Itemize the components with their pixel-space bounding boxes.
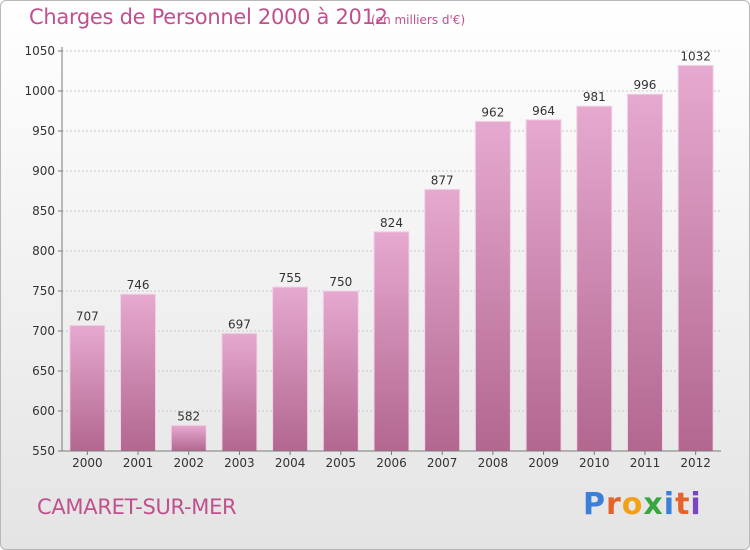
bar-2002 [170, 424, 207, 452]
logo-letter: o [621, 487, 644, 522]
y-tick-label: 1050 [24, 44, 55, 58]
x-tick-label-2001: 2001 [123, 456, 154, 470]
y-tick-label: 800 [32, 244, 55, 258]
bar-2011 [626, 93, 663, 452]
value-label-2009: 964 [532, 104, 555, 118]
x-tick-label-2002: 2002 [173, 456, 204, 470]
bar-2005 [322, 290, 359, 452]
x-tick-label-2012: 2012 [680, 456, 711, 470]
x-tick-label-2003: 2003 [224, 456, 255, 470]
labels: 550 600 650 700 750 800 850 900 950 1000 1050 707 20… [24, 44, 710, 470]
bar-2008 [474, 120, 511, 452]
bar-2003 [221, 332, 258, 452]
logo-letter: x [643, 487, 664, 522]
bar-2004 [272, 286, 309, 452]
logo-letter: r [606, 487, 622, 522]
chart-title: Charges de Personnel 2000 à 2012 [29, 5, 388, 29]
x-tick-label-2006: 2006 [376, 456, 407, 470]
value-label-2000: 707 [76, 309, 99, 323]
value-label-2007: 877 [431, 173, 454, 187]
x-tick-label-2004: 2004 [275, 456, 306, 470]
x-tick-label-2010: 2010 [579, 456, 610, 470]
chart-subtitle: (en milliers d'€) [371, 13, 466, 27]
y-tick-label: 600 [32, 404, 55, 418]
bar-2006 [373, 231, 410, 452]
y-tick-label: 750 [32, 284, 55, 298]
bar-2012 [677, 64, 714, 452]
x-tick-label-2007: 2007 [427, 456, 458, 470]
y-tick-label: 950 [32, 124, 55, 138]
y-tick-label: 1000 [24, 84, 55, 98]
x-tick-label-2000: 2000 [72, 456, 103, 470]
x-tick-label-2009: 2009 [528, 456, 559, 470]
bar-2010 [576, 105, 613, 452]
x-tick-label-2005: 2005 [326, 456, 357, 470]
y-tick-label: 700 [32, 324, 55, 338]
value-label-2001: 746 [127, 278, 150, 292]
value-label-2006: 824 [380, 216, 403, 230]
city-name: CAMARET-SUR-MER [37, 495, 237, 519]
axes [58, 47, 721, 455]
bar-2007 [424, 188, 461, 452]
logo-letter: i [663, 487, 676, 522]
value-label-2003: 697 [228, 317, 251, 331]
value-label-2012: 1032 [680, 49, 711, 63]
y-tick-label: 850 [32, 204, 55, 218]
bar-2000 [69, 324, 106, 452]
value-label-2011: 996 [634, 78, 657, 92]
y-tick-label: 900 [32, 164, 55, 178]
bars [69, 64, 714, 452]
value-label-2002: 582 [177, 409, 200, 423]
x-tick-label-2011: 2011 [630, 456, 661, 470]
y-tick-label: 550 [32, 444, 55, 458]
x-tick-label-2008: 2008 [478, 456, 509, 470]
logo-letter: i [690, 487, 702, 522]
value-label-2010: 981 [583, 90, 606, 104]
bar-2001 [120, 293, 157, 452]
proxiti-logo[interactable]: Proxiti [583, 487, 702, 522]
value-label-2005: 750 [329, 275, 352, 289]
logo-letter: t [675, 487, 691, 522]
bar-2009 [525, 119, 562, 452]
logo-letter: P [583, 487, 606, 522]
value-label-2004: 755 [279, 271, 302, 285]
value-label-2008: 962 [481, 105, 504, 119]
y-tick-label: 650 [32, 364, 55, 378]
